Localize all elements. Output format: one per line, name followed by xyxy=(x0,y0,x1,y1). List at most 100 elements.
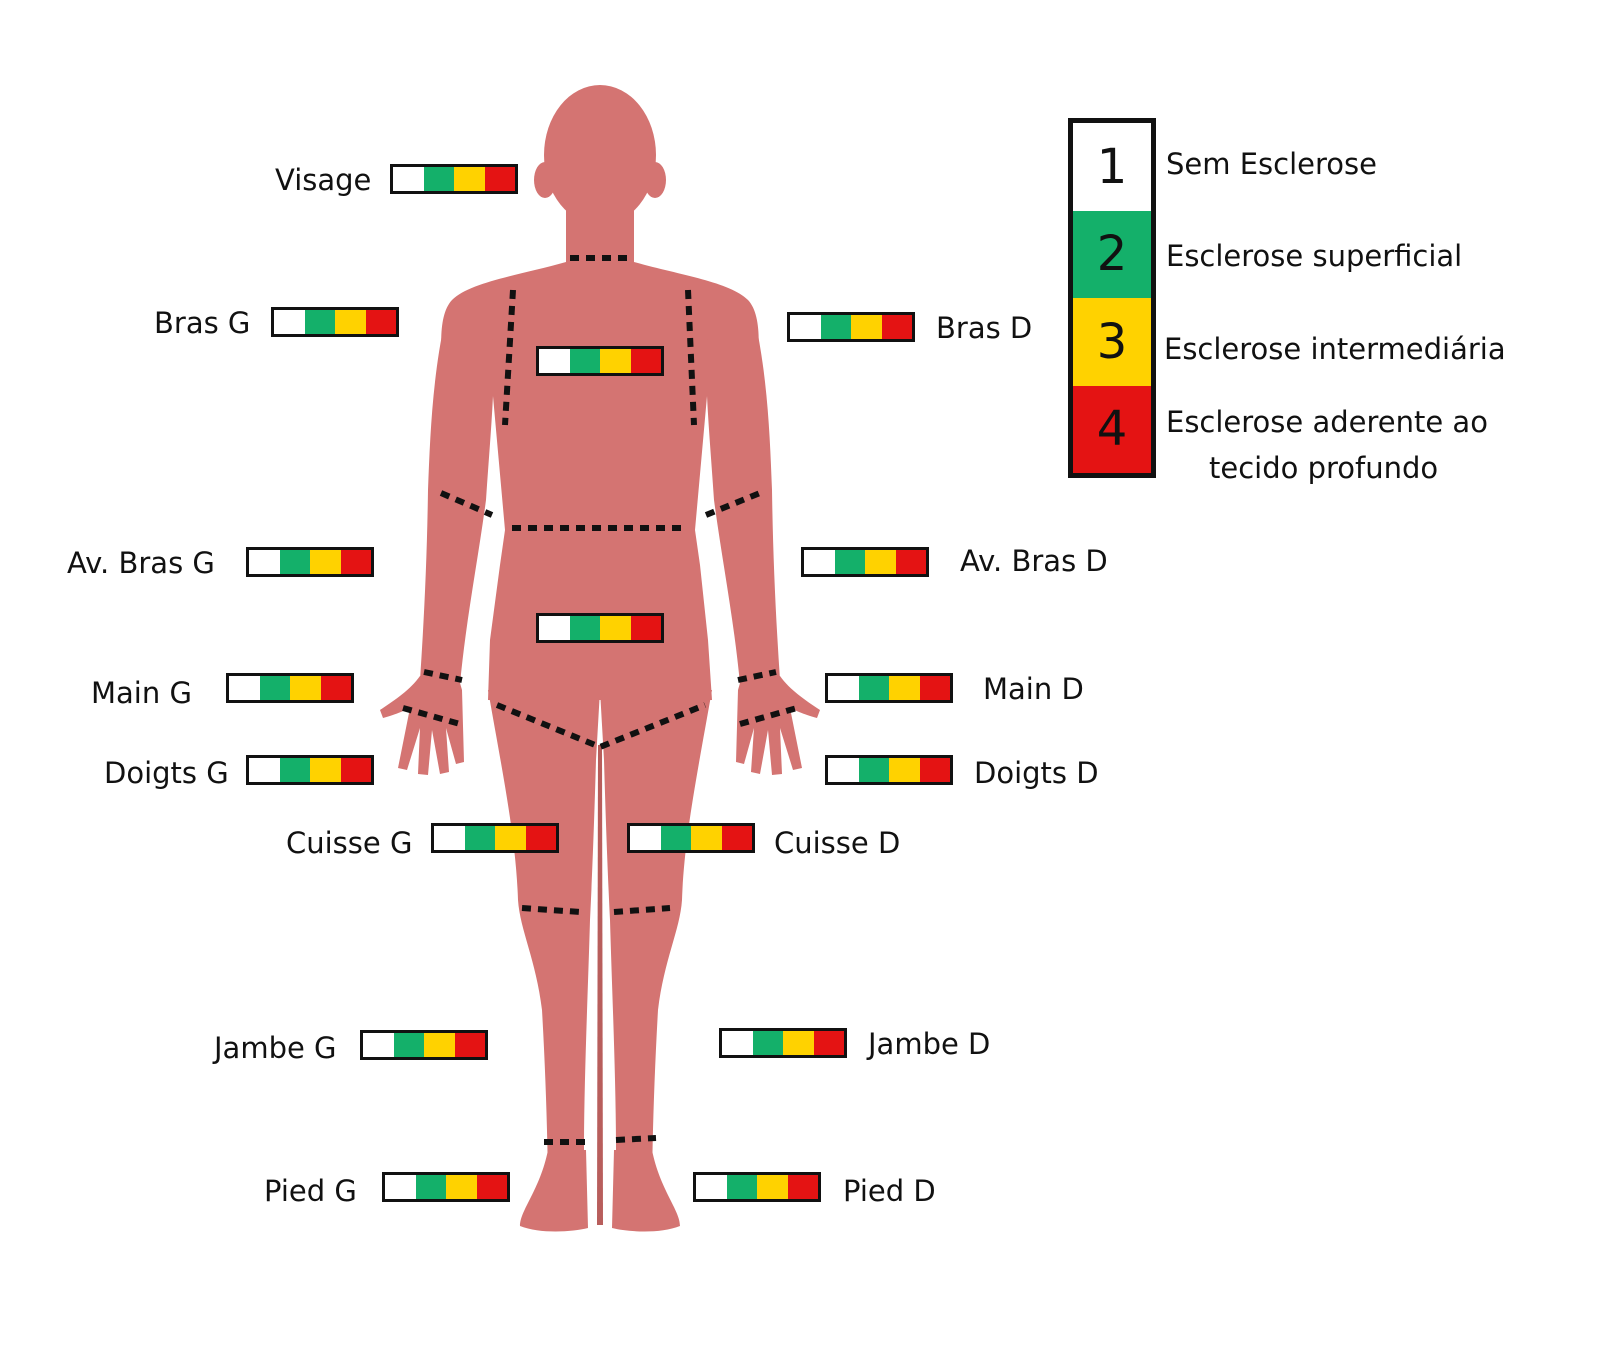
scale-jambe-d[interactable] xyxy=(719,1028,847,1058)
scale-bras-d-grade-2[interactable] xyxy=(820,315,851,339)
scale-cuisse-d-grade-1[interactable] xyxy=(630,826,661,850)
scale-bras-d-grade-3[interactable] xyxy=(851,315,882,339)
scale-jambe-d-grade-1[interactable] xyxy=(722,1031,753,1055)
scale-jambe-d-grade-3[interactable] xyxy=(783,1031,814,1055)
scale-main-g-grade-4[interactable] xyxy=(320,676,351,700)
scale-abdomen-grade-1[interactable] xyxy=(539,616,570,640)
scale-jambe-g-grade-1[interactable] xyxy=(363,1033,394,1057)
torso-shape xyxy=(441,262,759,700)
scale-jambe-g-grade-3[interactable] xyxy=(424,1033,455,1057)
scale-bras-d-grade-1[interactable] xyxy=(790,315,821,339)
scale-main-g-grade-2[interactable] xyxy=(259,676,290,700)
scale-doigts-d[interactable] xyxy=(825,755,953,785)
scale-av-bras-d-grade-3[interactable] xyxy=(865,550,896,574)
legend-scale: 1 2 3 4 xyxy=(1068,118,1156,478)
right-shoulder-boundary xyxy=(685,289,697,426)
scale-cuisse-d[interactable] xyxy=(627,823,755,853)
left-shoulder-boundary xyxy=(502,289,516,426)
left-knuckle-boundary xyxy=(402,705,461,727)
scale-bras-d-grade-4[interactable] xyxy=(881,315,912,339)
scale-bras-g[interactable] xyxy=(271,307,399,337)
left-hand-shape xyxy=(380,676,464,775)
scale-visage[interactable] xyxy=(390,164,518,194)
scale-main-d-grade-3[interactable] xyxy=(889,676,920,700)
scale-av-bras-g-grade-2[interactable] xyxy=(279,550,310,574)
scale-pied-d[interactable] xyxy=(693,1172,821,1202)
legend-grade-4: 4 xyxy=(1073,385,1151,473)
scale-av-bras-d-grade-4[interactable] xyxy=(895,550,926,574)
scale-jambe-g-grade-2[interactable] xyxy=(393,1033,424,1057)
scale-cuisse-g-grade-1[interactable] xyxy=(434,826,465,850)
scale-av-bras-d[interactable] xyxy=(801,547,929,577)
scale-abdomen-grade-3[interactable] xyxy=(600,616,631,640)
scale-doigts-g-grade-1[interactable] xyxy=(249,758,280,782)
scale-cuisse-g-grade-4[interactable] xyxy=(525,826,556,850)
scale-cuisse-d-grade-4[interactable] xyxy=(721,826,752,850)
scale-cuisse-d-grade-2[interactable] xyxy=(660,826,691,850)
scale-cuisse-d-grade-3[interactable] xyxy=(691,826,722,850)
scale-cuisse-g-grade-3[interactable] xyxy=(495,826,526,850)
label-doigts-g: Doigts G xyxy=(104,756,229,790)
scale-jambe-d-grade-2[interactable] xyxy=(752,1031,783,1055)
scale-av-bras-g[interactable] xyxy=(246,547,374,577)
scale-pied-g-grade-3[interactable] xyxy=(446,1175,477,1199)
scale-tronc-grade-1[interactable] xyxy=(539,349,570,373)
scale-doigts-g-grade-4[interactable] xyxy=(340,758,371,782)
scale-visage-grade-4[interactable] xyxy=(484,167,515,191)
scale-tronc-grade-4[interactable] xyxy=(630,349,661,373)
scale-main-d[interactable] xyxy=(825,673,953,703)
scale-doigts-d-grade-4[interactable] xyxy=(919,758,950,782)
scale-bras-g-grade-3[interactable] xyxy=(335,310,366,334)
scale-doigts-d-grade-2[interactable] xyxy=(858,758,889,782)
scale-bras-g-grade-4[interactable] xyxy=(365,310,396,334)
scale-av-bras-g-grade-4[interactable] xyxy=(340,550,371,574)
scale-av-bras-d-grade-1[interactable] xyxy=(804,550,835,574)
scale-main-d-grade-2[interactable] xyxy=(858,676,889,700)
scale-doigts-d-grade-3[interactable] xyxy=(889,758,920,782)
scale-jambe-d-grade-4[interactable] xyxy=(813,1031,844,1055)
scale-visage-grade-2[interactable] xyxy=(423,167,454,191)
scale-pied-g-grade-4[interactable] xyxy=(476,1175,507,1199)
label-jambe-d: Jambe D xyxy=(868,1027,991,1061)
scale-pied-g[interactable] xyxy=(382,1172,510,1202)
scale-pied-g-grade-1[interactable] xyxy=(385,1175,416,1199)
scale-bras-d[interactable] xyxy=(787,312,915,342)
scale-doigts-d-grade-1[interactable] xyxy=(828,758,859,782)
scale-main-d-grade-1[interactable] xyxy=(828,676,859,700)
scale-bras-g-grade-1[interactable] xyxy=(274,310,305,334)
scale-tronc[interactable] xyxy=(536,346,664,376)
scale-bras-g-grade-2[interactable] xyxy=(304,310,335,334)
scale-abdomen-grade-2[interactable] xyxy=(569,616,600,640)
scale-main-g-grade-3[interactable] xyxy=(290,676,321,700)
scale-pied-d-grade-4[interactable] xyxy=(787,1175,818,1199)
scale-tronc-grade-3[interactable] xyxy=(600,349,631,373)
scale-main-g[interactable] xyxy=(226,673,354,703)
scale-av-bras-d-grade-2[interactable] xyxy=(834,550,865,574)
scale-abdomen[interactable] xyxy=(536,613,664,643)
scale-doigts-g-grade-3[interactable] xyxy=(310,758,341,782)
scale-jambe-g[interactable] xyxy=(360,1030,488,1060)
scale-av-bras-g-grade-3[interactable] xyxy=(310,550,341,574)
scale-doigts-g[interactable] xyxy=(246,755,374,785)
scale-main-d-grade-4[interactable] xyxy=(919,676,950,700)
label-av-bras-d: Av. Bras D xyxy=(960,544,1108,578)
scale-cuisse-g[interactable] xyxy=(431,823,559,853)
scale-av-bras-g-grade-1[interactable] xyxy=(249,550,280,574)
scale-cuisse-g-grade-2[interactable] xyxy=(464,826,495,850)
scale-abdomen-grade-4[interactable] xyxy=(630,616,661,640)
left-wrist-boundary xyxy=(423,669,463,683)
scale-jambe-g-grade-4[interactable] xyxy=(454,1033,485,1057)
head-shape xyxy=(544,85,656,225)
scale-visage-grade-1[interactable] xyxy=(393,167,424,191)
scale-tronc-grade-2[interactable] xyxy=(569,349,600,373)
right-ear xyxy=(644,162,666,198)
scale-pied-d-grade-3[interactable] xyxy=(757,1175,788,1199)
scale-pied-d-grade-1[interactable] xyxy=(696,1175,727,1199)
scale-visage-grade-3[interactable] xyxy=(454,167,485,191)
scale-pied-d-grade-2[interactable] xyxy=(726,1175,757,1199)
scale-doigts-g-grade-2[interactable] xyxy=(279,758,310,782)
scale-pied-g-grade-2[interactable] xyxy=(415,1175,446,1199)
scale-main-g-grade-1[interactable] xyxy=(229,676,260,700)
